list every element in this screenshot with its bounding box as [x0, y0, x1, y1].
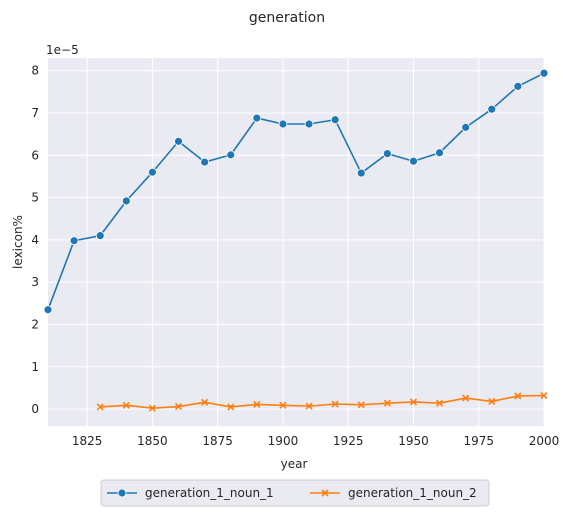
data-point: [435, 148, 444, 158]
data-point: [488, 397, 496, 406]
data-point: [148, 167, 157, 177]
y-tick-label: 0: [31, 402, 39, 416]
data-point: [304, 119, 314, 129]
data-point: [95, 231, 105, 241]
y-tick-label: 4: [31, 233, 39, 247]
data-point: [278, 119, 288, 129]
data-point: [487, 104, 497, 114]
legend: generation_1_noun_1 generation_1_noun_2: [100, 479, 490, 507]
data-point: [331, 400, 339, 408]
data-point: [279, 401, 287, 409]
legend-markers: [107, 488, 340, 498]
data-point: [330, 115, 340, 125]
x-tick-label: 1825: [72, 434, 103, 448]
legend-marker-symbol: [321, 489, 329, 497]
y-axis-label: lexicon%: [11, 215, 25, 269]
y-tick-label: 1: [31, 360, 39, 374]
legend-label-series-1: generation_1_noun_1: [145, 486, 274, 500]
y-tick-label: 3: [31, 275, 39, 289]
x-tick-label: 1925: [333, 434, 364, 448]
x-tick-label: 1875: [202, 434, 233, 448]
data-point: [539, 68, 549, 78]
data-point: [540, 391, 548, 400]
data-point: [174, 402, 183, 411]
data-point: [383, 399, 391, 407]
data-point: [43, 305, 53, 315]
data-point: [461, 122, 471, 132]
data-point: [409, 398, 418, 406]
series-group: [43, 68, 549, 412]
series-line: [47, 72, 545, 310]
data-point: [253, 400, 261, 408]
legend-marker-series-2: [310, 489, 340, 497]
x-tick-label: 1850: [137, 434, 168, 448]
data-point: [226, 150, 236, 160]
data-point: [356, 168, 366, 178]
legend-marker-series-1: [107, 488, 137, 498]
legend-marker-symbol: [117, 488, 127, 498]
data-point: [201, 398, 209, 406]
data-point: [409, 156, 418, 166]
series-2: [96, 391, 548, 412]
data-point: [122, 401, 130, 409]
data-point: [357, 401, 365, 409]
y-tick-label: 8: [31, 64, 39, 78]
legend-box: [100, 479, 490, 507]
data-point: [513, 81, 523, 91]
x-tick-label: 2000: [529, 434, 560, 448]
tick-labels: 1825 1850 1875 1900 1925 1950 1975 2000 0 1 2 3 4 5 6 7…: [31, 64, 559, 448]
data-point: [121, 196, 131, 206]
chart-title: generation: [249, 10, 325, 26]
y-tick-label: 5: [31, 191, 39, 205]
data-point: [148, 404, 156, 412]
series-line: [100, 394, 545, 410]
data-point: [69, 236, 79, 246]
grid: [48, 58, 545, 426]
data-point: [462, 394, 470, 402]
y-offset-label: 1e−5: [46, 43, 79, 57]
y-tick-label: 7: [31, 106, 39, 120]
data-point: [382, 149, 392, 158]
data-point: [227, 403, 235, 411]
data-point: [174, 136, 183, 146]
data-point: [436, 399, 444, 407]
legend-label-series-2: generation_1_noun_2: [348, 486, 477, 500]
x-tick-label: 1950: [398, 434, 429, 448]
plot-area: [48, 58, 544, 426]
data-point: [200, 157, 210, 167]
data-point: [252, 113, 262, 123]
series-1: [43, 68, 549, 315]
data-point: [305, 402, 313, 410]
data-point: [514, 392, 522, 400]
x-tick-label: 1900: [268, 434, 299, 448]
data-point: [96, 403, 104, 411]
x-axis-label: year: [281, 457, 308, 471]
y-tick-label: 6: [31, 148, 39, 162]
y-tick-label: 2: [31, 317, 39, 331]
x-tick-label: 1975: [463, 434, 494, 448]
